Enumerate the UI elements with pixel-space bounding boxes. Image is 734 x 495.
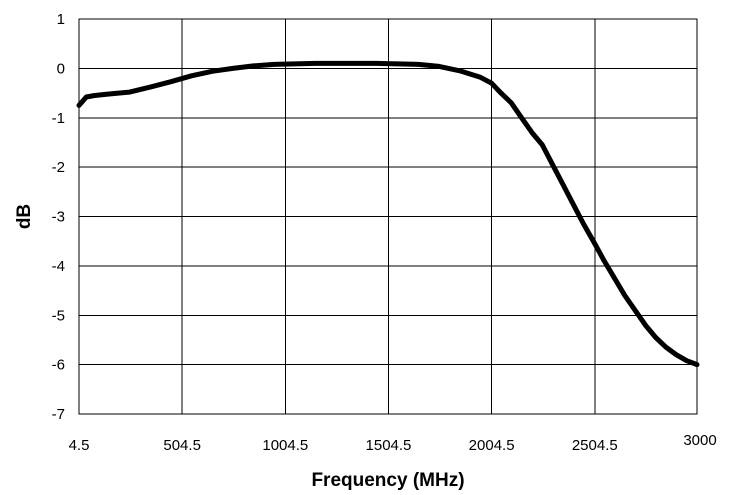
series-layer <box>76 60 700 368</box>
y-tick-label: -5 <box>52 307 65 324</box>
x-tick-label: 1004.5 <box>262 437 308 454</box>
y-tick-label: -3 <box>52 209 65 226</box>
y-tick-label: -7 <box>52 406 65 423</box>
x-tick-label: 4.5 <box>69 437 90 454</box>
x-axis-title: Frequency (MHz) <box>311 470 464 491</box>
y-tick-label: 0 <box>57 60 65 77</box>
x-tick-labels: 4.5 504.5 1004.5 1504.5 2004.5 2504.5 3000 <box>69 432 717 454</box>
y-tick-label: -1 <box>52 110 65 127</box>
x-tick-label: 1504.5 <box>366 437 412 454</box>
x-tick-label: 504.5 <box>163 437 201 454</box>
y-tick-label: 1 <box>57 11 65 28</box>
y-axis-title: dB <box>14 204 35 229</box>
y-tick-labels: 1 0 -1 -2 -3 -4 -5 -6 -7 <box>52 11 65 423</box>
x-tick-label: 2504.5 <box>572 437 618 454</box>
y-tick-label: -6 <box>52 357 65 374</box>
y-tick-label: -4 <box>52 258 65 275</box>
series-line <box>76 60 700 368</box>
x-tick-label: 3000 <box>683 432 716 449</box>
y-tick-label: -2 <box>52 159 65 176</box>
gridlines <box>78 18 698 415</box>
x-tick-label: 2004.5 <box>469 437 515 454</box>
plot-frame <box>78 18 698 415</box>
